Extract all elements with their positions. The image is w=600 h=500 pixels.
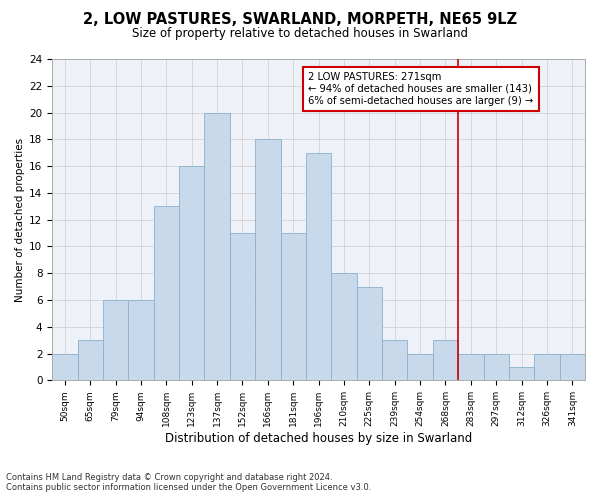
Bar <box>52 354 77 380</box>
Bar <box>534 354 560 380</box>
Bar <box>306 152 331 380</box>
Bar <box>128 300 154 380</box>
Bar <box>509 367 534 380</box>
Bar <box>433 340 458 380</box>
Bar <box>154 206 179 380</box>
Bar <box>230 233 255 380</box>
Bar <box>458 354 484 380</box>
Bar <box>255 140 281 380</box>
X-axis label: Distribution of detached houses by size in Swarland: Distribution of detached houses by size … <box>165 432 472 445</box>
Text: 2, LOW PASTURES, SWARLAND, MORPETH, NE65 9LZ: 2, LOW PASTURES, SWARLAND, MORPETH, NE65… <box>83 12 517 28</box>
Y-axis label: Number of detached properties: Number of detached properties <box>15 138 25 302</box>
Bar <box>77 340 103 380</box>
Text: Size of property relative to detached houses in Swarland: Size of property relative to detached ho… <box>132 28 468 40</box>
Text: Contains HM Land Registry data © Crown copyright and database right 2024.
Contai: Contains HM Land Registry data © Crown c… <box>6 473 371 492</box>
Bar <box>179 166 205 380</box>
Bar <box>205 112 230 380</box>
Bar <box>560 354 585 380</box>
Text: 2 LOW PASTURES: 271sqm
← 94% of detached houses are smaller (143)
6% of semi-det: 2 LOW PASTURES: 271sqm ← 94% of detached… <box>308 72 533 106</box>
Bar <box>382 340 407 380</box>
Bar <box>356 286 382 380</box>
Bar <box>407 354 433 380</box>
Bar <box>281 233 306 380</box>
Bar <box>331 273 356 380</box>
Bar <box>484 354 509 380</box>
Bar <box>103 300 128 380</box>
